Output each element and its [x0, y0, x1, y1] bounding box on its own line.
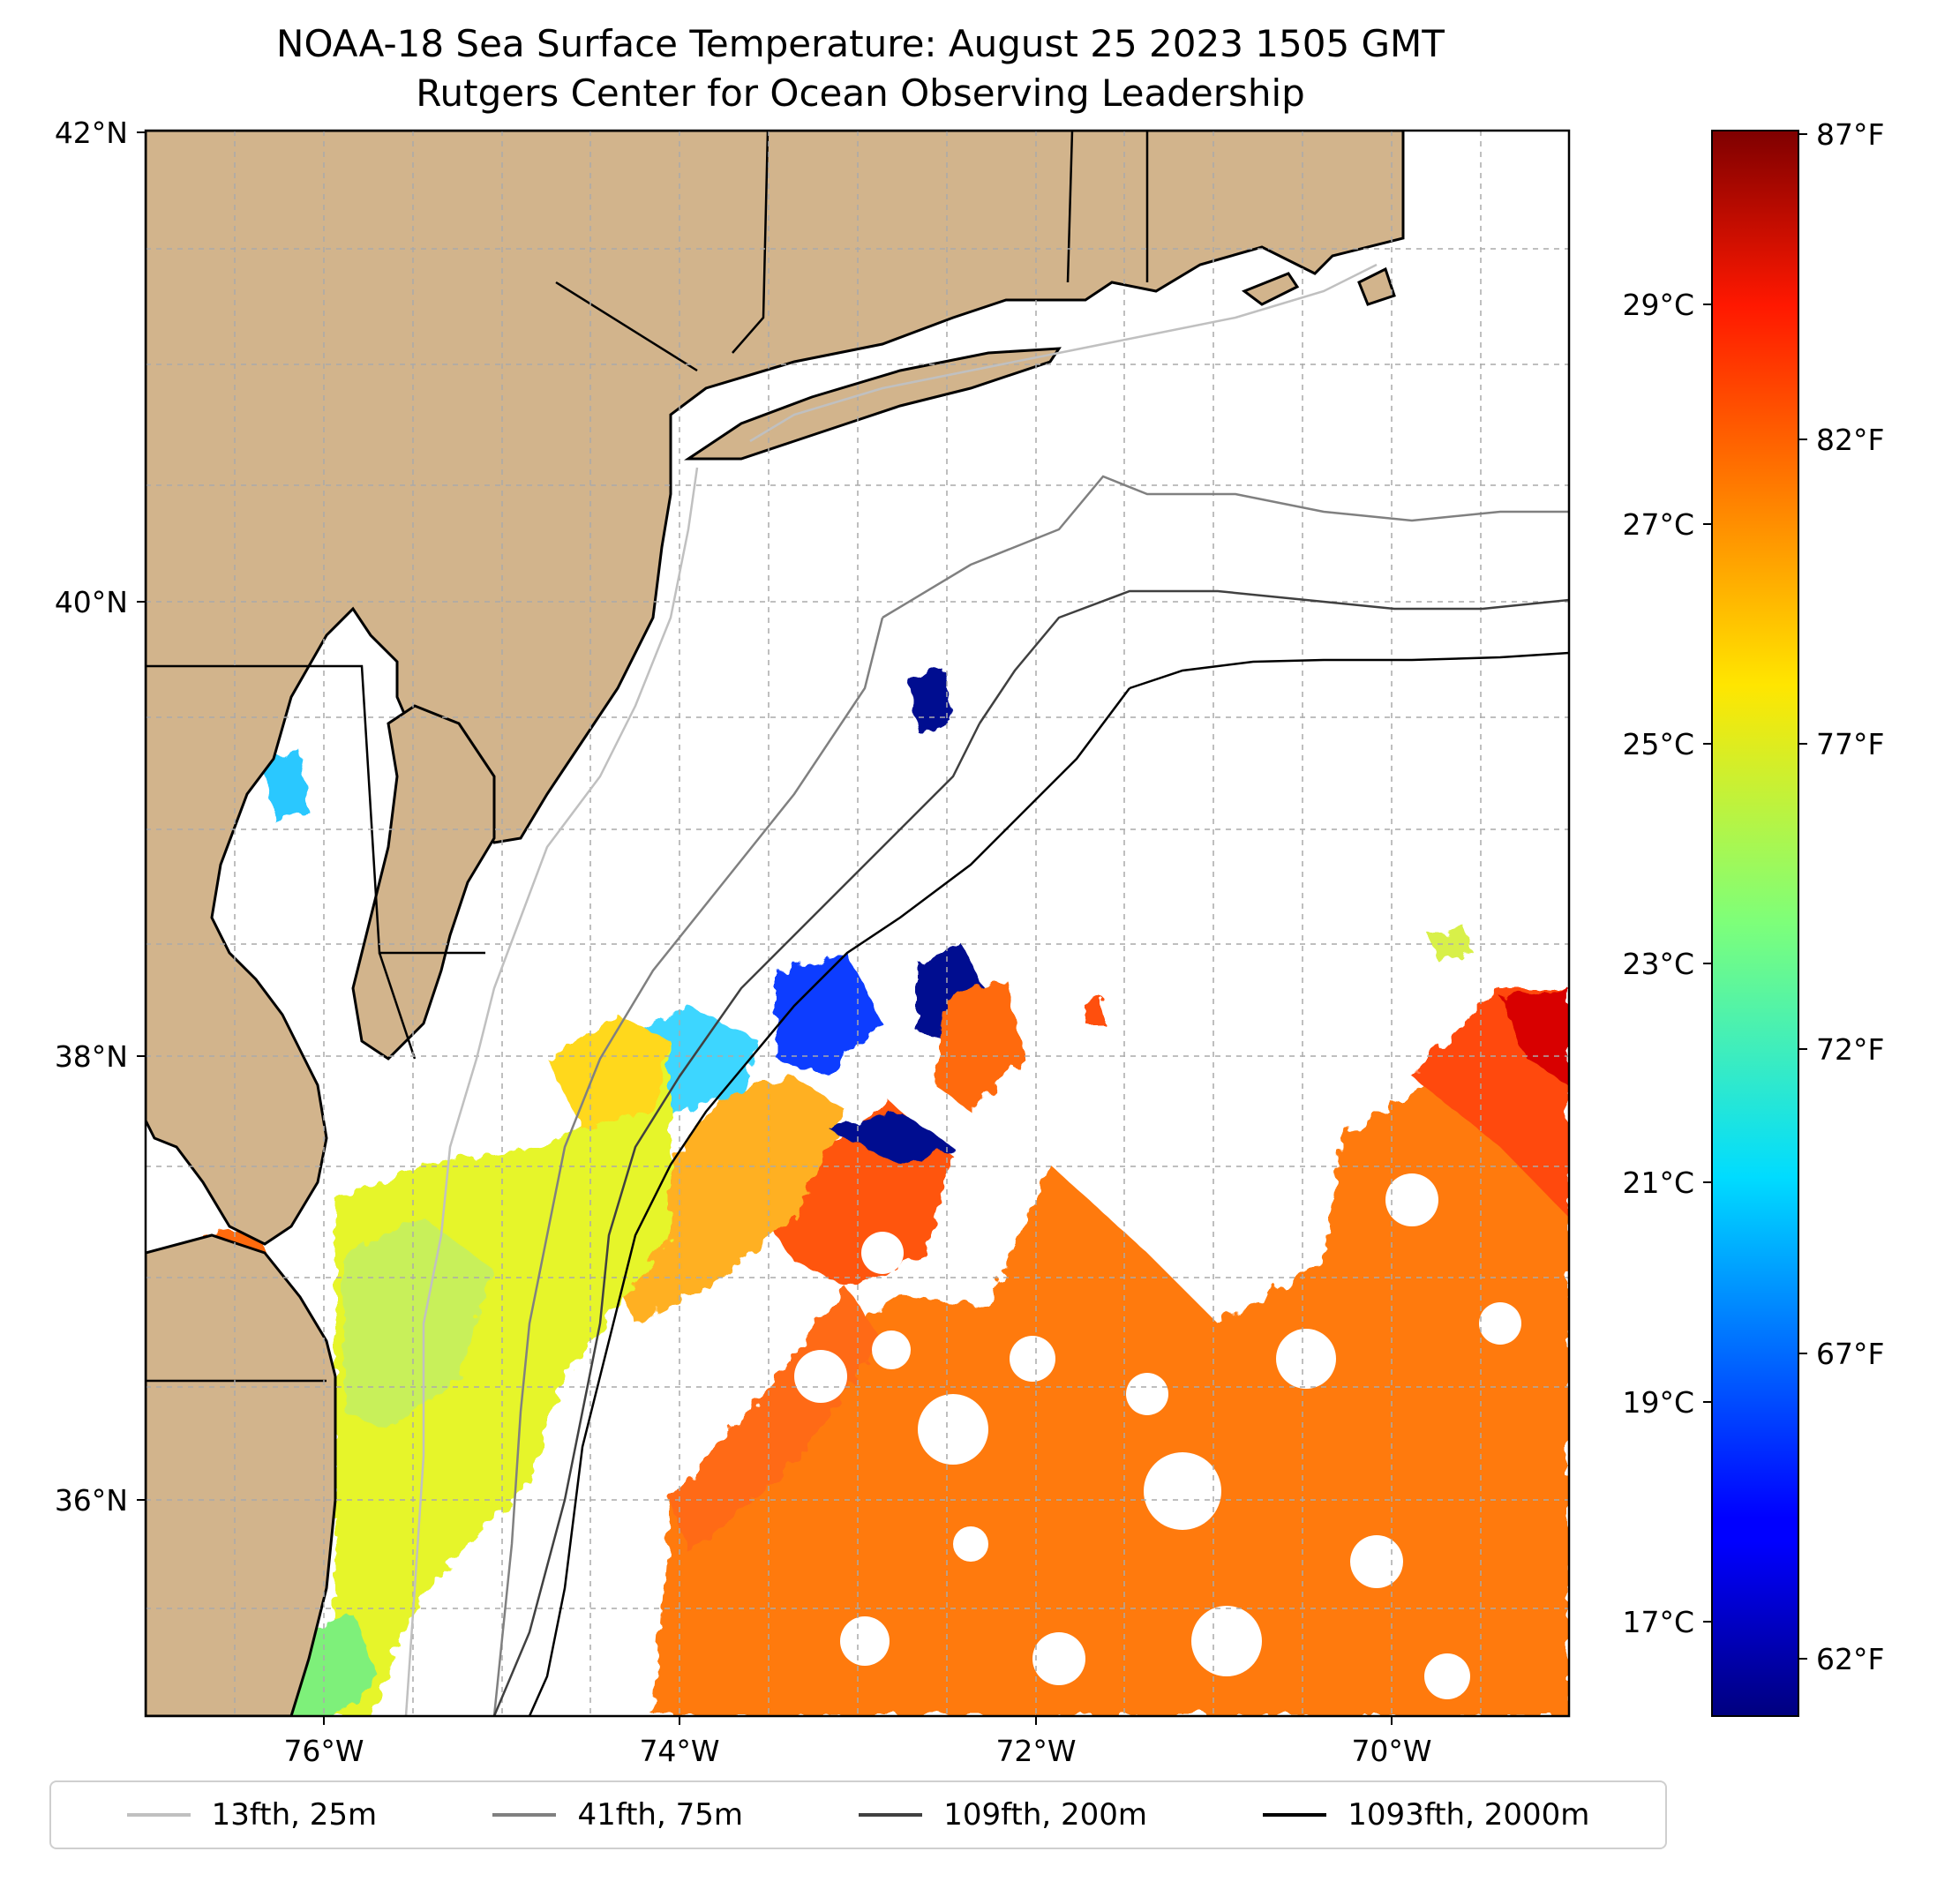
celsius-tick: 19°C — [1622, 1385, 1694, 1420]
legend-item-2000m: 1093fth, 2000m — [1263, 1797, 1589, 1833]
land — [146, 131, 1405, 1716]
lon-label-74: 74°W — [639, 1734, 719, 1768]
celsius-tick: 27°C — [1622, 507, 1694, 542]
legend-label: 13fth, 25m — [211, 1797, 378, 1833]
celsius-tick: 23°C — [1622, 947, 1694, 981]
map-subtitle: Rutgers Center for Ocean Observing Leade… — [416, 71, 1305, 115]
fahrenheit-tick: 67°F — [1816, 1337, 1884, 1371]
colorbar-gradient — [1711, 130, 1799, 1717]
contour-25m-b — [749, 263, 1378, 443]
longitude-axis: 76°W 74°W 72°W 70°W — [283, 1716, 1432, 1768]
legend-line-swatch — [492, 1813, 557, 1817]
fahrenheit-tick: 82°F — [1816, 423, 1884, 457]
bathymetry-contours — [404, 263, 1569, 1716]
contour-legend: 13fth, 25m 41fth, 75m 109fth, 200m 1093f… — [49, 1780, 1667, 1849]
fahrenheit-tick: 77°F — [1816, 727, 1884, 761]
colorbar: 29°C 27°C 25°C 23°C 21°C 19°C 17°C 87°F … — [1622, 117, 1884, 1717]
legend-label: 109fth, 200m — [943, 1797, 1148, 1833]
contour-200m-b — [978, 589, 1569, 724]
cloud-gaps — [794, 1173, 1521, 1699]
celsius-tick: 21°C — [1622, 1166, 1694, 1200]
map-title: NOAA-18 Sea Surface Temperature: August … — [276, 22, 1445, 65]
gridlines — [146, 131, 1569, 1716]
lon-label-70: 70°W — [1351, 1734, 1431, 1768]
map-area — [146, 131, 1569, 1716]
legend-item-200m: 109fth, 200m — [859, 1797, 1147, 1833]
lon-label-72: 72°W — [995, 1734, 1076, 1768]
celsius-tick: 29°C — [1622, 288, 1694, 322]
legend-line-swatch — [859, 1813, 923, 1817]
legend-item-75m: 41fth, 75m — [492, 1797, 743, 1833]
celsius-tick: 17°C — [1622, 1605, 1694, 1639]
lat-label-42: 42°N — [55, 116, 128, 150]
latitude-axis: 42°N 40°N 38°N 36°N — [55, 116, 146, 1518]
contour-25m — [404, 467, 699, 1716]
lat-label-36: 36°N — [55, 1483, 128, 1518]
legend-line-swatch — [1263, 1813, 1327, 1817]
fahrenheit-tick: 62°F — [1816, 1642, 1884, 1676]
legend-item-25m: 13fth, 25m — [126, 1797, 378, 1833]
legend-label: 41fth, 75m — [577, 1797, 743, 1833]
legend-line-swatch — [126, 1813, 191, 1817]
lat-label-38: 38°N — [55, 1039, 128, 1074]
lon-label-76: 76°W — [283, 1734, 364, 1768]
contour-2000m — [528, 687, 1130, 1716]
fahrenheit-tick: 87°F — [1816, 117, 1884, 152]
lat-label-40: 40°N — [55, 585, 128, 619]
map-frame — [144, 129, 1571, 1718]
contour-75m — [492, 617, 884, 1716]
celsius-tick: 25°C — [1622, 727, 1694, 761]
contour-75m-b — [882, 475, 1569, 619]
contour-2000m-b — [1129, 651, 1569, 690]
sst-data — [159, 671, 1569, 1716]
state-borders — [146, 131, 1149, 1383]
contour-200m — [492, 723, 981, 1716]
fahrenheit-tick: 72°F — [1816, 1032, 1884, 1067]
legend-label: 1093fth, 2000m — [1348, 1797, 1590, 1833]
